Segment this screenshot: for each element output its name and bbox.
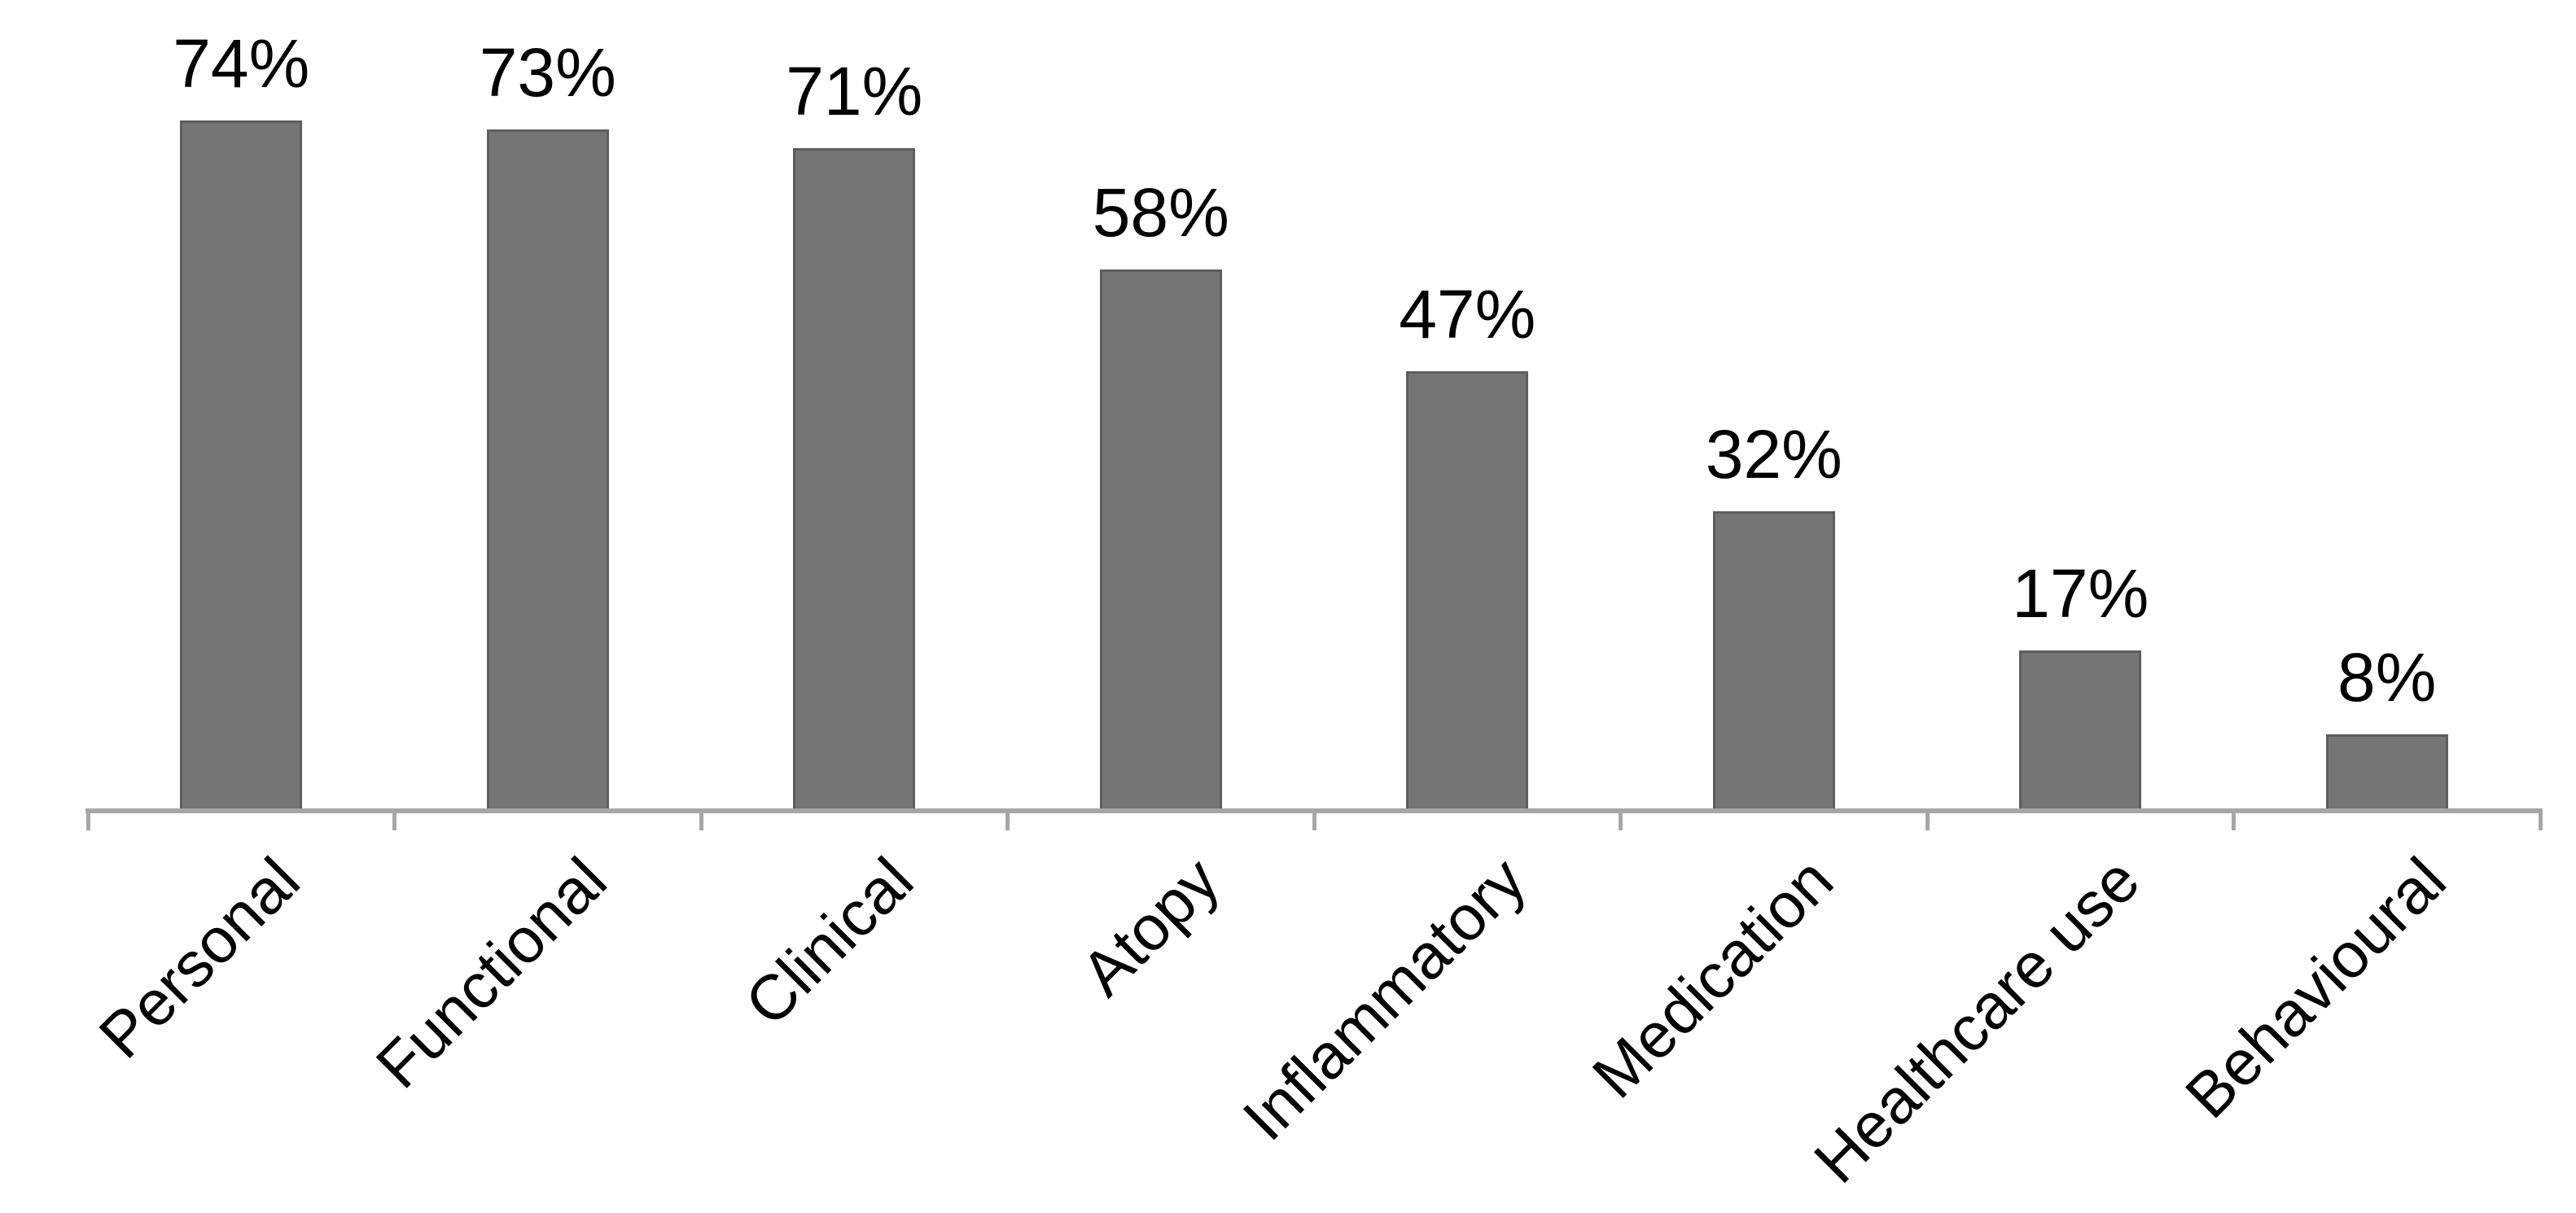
x-axis-tick	[1619, 808, 1623, 830]
bar-atopy	[1099, 269, 1222, 808]
category-label: Medication	[1578, 843, 1847, 1112]
category-label: Personal	[85, 843, 313, 1072]
category-label: Clinical	[730, 843, 927, 1040]
data-label: 47%	[1399, 276, 1536, 353]
data-label: 58%	[1092, 174, 1229, 251]
category-label: Functional	[361, 843, 620, 1102]
x-axis-tick	[1312, 808, 1316, 830]
bar-behavioural	[2325, 734, 2448, 808]
bar-clinical	[793, 148, 916, 808]
x-axis-tick	[1005, 808, 1010, 830]
data-label: 74%	[173, 25, 310, 102]
x-axis-tick	[392, 808, 396, 830]
bar-medication	[1712, 511, 1835, 808]
x-axis-tick	[1925, 808, 1930, 830]
x-axis-tick	[2538, 808, 2543, 830]
data-label: 17%	[2012, 555, 2149, 632]
category-label: Behavioural	[2171, 843, 2460, 1132]
data-label: 8%	[2337, 639, 2437, 716]
bar-healthcare-use	[2019, 650, 2142, 808]
data-label: 73%	[479, 34, 616, 111]
bar-inflammatory	[1406, 371, 1529, 808]
x-axis-tick	[2232, 808, 2236, 830]
bar-personal	[180, 120, 303, 808]
category-label: Atopy	[1067, 843, 1233, 1009]
x-axis-tick	[85, 808, 90, 830]
category-label: Inflammatory	[1229, 843, 1540, 1154]
data-label: 71%	[786, 53, 923, 129]
category-label: Healthcare use	[1799, 843, 2153, 1197]
x-axis-tick	[699, 808, 703, 830]
bar-functional	[486, 129, 609, 808]
data-label: 32%	[1705, 416, 1842, 493]
